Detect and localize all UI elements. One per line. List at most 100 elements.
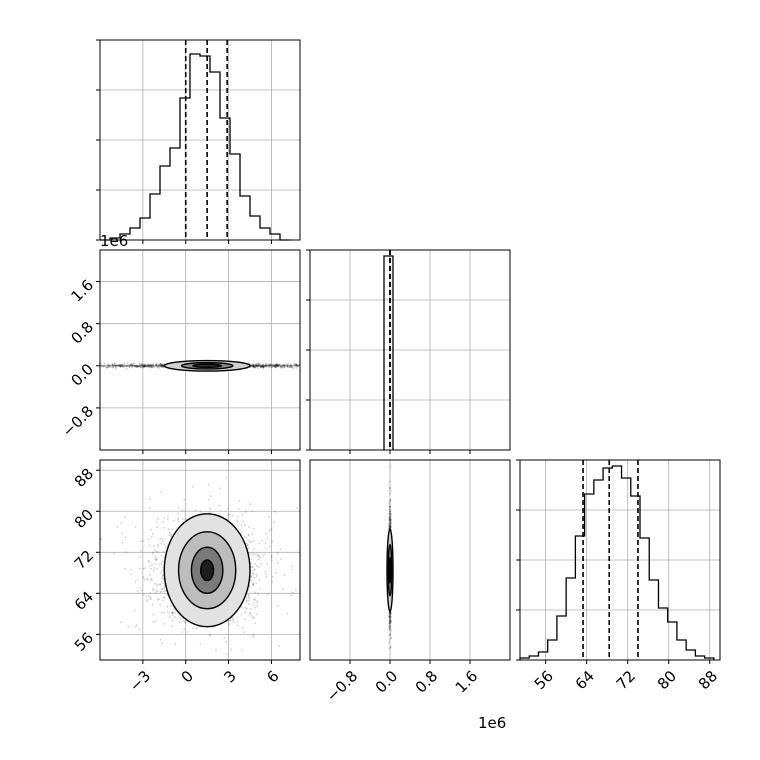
sample-point — [117, 526, 119, 528]
sample-point — [253, 569, 255, 571]
sample-point — [272, 576, 274, 578]
y-tick-label: 64 — [71, 588, 97, 614]
sample-point — [209, 512, 211, 514]
sample-point — [266, 573, 268, 575]
sample-point — [161, 538, 163, 540]
sample-point — [251, 576, 253, 578]
sample-point — [277, 553, 279, 555]
sample-point — [256, 601, 258, 603]
sample-point — [132, 364, 134, 366]
sample-point — [200, 643, 202, 645]
sample-point — [143, 576, 145, 578]
sample-point — [230, 649, 232, 651]
sample-point — [257, 559, 259, 561]
sample-point — [180, 617, 182, 619]
sample-point — [184, 499, 186, 501]
sample-point — [122, 542, 124, 544]
sample-point — [162, 570, 164, 572]
sample-point — [390, 489, 392, 491]
sample-point — [252, 635, 254, 637]
sample-point — [253, 528, 255, 530]
sample-point — [268, 364, 270, 366]
sample-point — [286, 613, 288, 615]
sample-point — [153, 570, 155, 572]
sample-point — [390, 646, 392, 648]
sample-point — [161, 577, 163, 579]
sample-point — [177, 517, 179, 519]
sample-point — [251, 566, 253, 568]
sample-point — [246, 543, 248, 545]
sample-point — [263, 367, 265, 369]
sample-point — [125, 537, 127, 539]
sample-point — [154, 563, 156, 565]
sample-point — [101, 365, 103, 367]
sample-point — [227, 508, 229, 510]
sample-point — [255, 592, 257, 594]
sample-point — [156, 366, 158, 368]
sample-point — [291, 594, 293, 596]
sample-point — [244, 536, 246, 538]
sample-point — [227, 514, 229, 516]
sample-point — [249, 597, 251, 599]
sample-point — [135, 581, 137, 583]
sample-point — [124, 516, 126, 518]
sample-point — [283, 365, 285, 367]
sample-point — [108, 367, 110, 369]
sample-point — [120, 365, 122, 367]
sample-point — [137, 579, 139, 581]
sample-point — [232, 515, 234, 517]
density-contour — [201, 560, 214, 581]
sample-point — [286, 364, 288, 366]
y-tick-label: 56 — [71, 629, 97, 655]
sample-point — [210, 495, 212, 497]
sample-point — [254, 563, 256, 565]
sample-point — [247, 534, 249, 536]
sample-point — [266, 563, 268, 565]
sample-point — [295, 589, 297, 591]
sample-point — [134, 365, 136, 367]
sample-point — [112, 364, 114, 366]
sample-point — [125, 551, 127, 553]
sample-point — [159, 584, 161, 586]
panel-p00 — [96, 40, 300, 244]
sample-point — [265, 548, 267, 550]
sample-point — [247, 544, 249, 546]
sample-point — [389, 506, 391, 508]
sample-point — [200, 511, 202, 513]
sample-point — [245, 511, 247, 513]
sample-point — [389, 514, 391, 516]
panel-p20: −3 0 3 65664728088 — [71, 460, 300, 695]
sample-point — [237, 617, 239, 619]
sample-point — [389, 525, 391, 527]
sample-point — [167, 606, 169, 608]
sample-point — [271, 528, 273, 530]
x-tick-label: −3 — [126, 667, 154, 695]
panel-frame — [100, 250, 300, 450]
sample-point — [262, 556, 264, 558]
histogram-step-line — [520, 466, 714, 660]
sample-point — [172, 612, 174, 614]
sample-point — [231, 618, 233, 620]
sample-point — [149, 507, 151, 509]
sample-point — [251, 511, 253, 513]
sample-point — [215, 649, 217, 651]
sample-point — [391, 621, 393, 623]
sample-point — [140, 540, 142, 542]
sample-point — [389, 639, 391, 641]
sample-point — [115, 368, 117, 370]
sample-point — [168, 528, 170, 530]
sample-point — [251, 541, 253, 543]
sample-point — [155, 590, 157, 592]
sample-point — [266, 576, 268, 578]
offset-text-bottom: 1e6 — [478, 714, 506, 732]
panel-p10: −0.80.00.81.6 — [59, 250, 301, 454]
sample-point — [291, 569, 293, 571]
sample-point — [183, 509, 185, 511]
sample-point — [280, 558, 282, 560]
x-tick-label: −0.8 — [323, 667, 361, 705]
sample-point — [172, 528, 174, 530]
sample-point — [236, 519, 238, 521]
sample-point — [258, 554, 260, 556]
sample-point — [170, 605, 172, 607]
sample-point — [147, 579, 149, 581]
